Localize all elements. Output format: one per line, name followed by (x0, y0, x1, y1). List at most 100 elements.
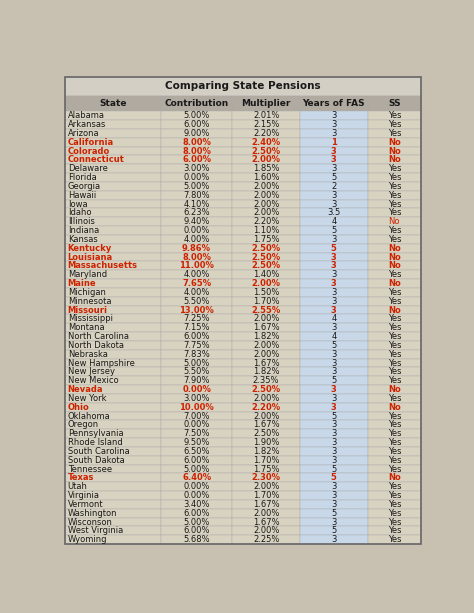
FancyBboxPatch shape (65, 429, 161, 438)
FancyBboxPatch shape (65, 120, 161, 129)
Text: 7.00%: 7.00% (183, 411, 210, 421)
FancyBboxPatch shape (161, 270, 232, 279)
FancyBboxPatch shape (161, 244, 232, 253)
FancyBboxPatch shape (368, 182, 421, 191)
Text: 0.00%: 0.00% (183, 173, 210, 182)
Text: 0.00%: 0.00% (182, 385, 211, 394)
FancyBboxPatch shape (368, 500, 421, 509)
FancyBboxPatch shape (300, 367, 368, 376)
FancyBboxPatch shape (65, 421, 161, 429)
FancyBboxPatch shape (65, 218, 161, 226)
FancyBboxPatch shape (300, 323, 368, 332)
FancyBboxPatch shape (161, 306, 232, 314)
Text: Yes: Yes (388, 111, 401, 120)
Text: Yes: Yes (388, 527, 401, 535)
FancyBboxPatch shape (161, 182, 232, 191)
Text: 2.30%: 2.30% (252, 473, 281, 482)
FancyBboxPatch shape (161, 164, 232, 173)
FancyBboxPatch shape (232, 314, 300, 323)
Text: 5: 5 (331, 411, 337, 421)
Text: 1.67%: 1.67% (253, 421, 279, 429)
FancyBboxPatch shape (232, 517, 300, 527)
Text: Yes: Yes (388, 129, 401, 138)
FancyBboxPatch shape (65, 306, 161, 314)
Text: 3: 3 (331, 455, 337, 465)
Text: Washington: Washington (68, 509, 117, 518)
FancyBboxPatch shape (368, 96, 421, 112)
FancyBboxPatch shape (368, 403, 421, 412)
FancyBboxPatch shape (300, 226, 368, 235)
FancyBboxPatch shape (300, 235, 368, 244)
Text: Yes: Yes (388, 120, 401, 129)
Text: No: No (388, 156, 401, 164)
FancyBboxPatch shape (65, 279, 161, 288)
FancyBboxPatch shape (232, 129, 300, 138)
FancyBboxPatch shape (65, 412, 161, 421)
FancyBboxPatch shape (161, 235, 232, 244)
FancyBboxPatch shape (65, 385, 161, 394)
Text: Yes: Yes (388, 482, 401, 491)
Text: 1.82%: 1.82% (253, 332, 279, 341)
Text: No: No (388, 279, 401, 288)
FancyBboxPatch shape (368, 218, 421, 226)
FancyBboxPatch shape (368, 120, 421, 129)
FancyBboxPatch shape (368, 112, 421, 120)
FancyBboxPatch shape (232, 226, 300, 235)
FancyBboxPatch shape (65, 438, 161, 447)
Text: Yes: Yes (388, 455, 401, 465)
FancyBboxPatch shape (65, 482, 161, 491)
Text: 1.10%: 1.10% (253, 226, 279, 235)
Text: North Carolina: North Carolina (68, 332, 129, 341)
Text: Indiana: Indiana (68, 226, 99, 235)
FancyBboxPatch shape (368, 385, 421, 394)
FancyBboxPatch shape (300, 527, 368, 535)
Text: Yes: Yes (388, 517, 401, 527)
FancyBboxPatch shape (65, 350, 161, 359)
Text: North Dakota: North Dakota (68, 341, 124, 350)
Text: 2.15%: 2.15% (253, 120, 279, 129)
FancyBboxPatch shape (65, 323, 161, 332)
FancyBboxPatch shape (232, 332, 300, 341)
FancyBboxPatch shape (65, 403, 161, 412)
Text: 2.35%: 2.35% (253, 376, 279, 385)
FancyBboxPatch shape (65, 262, 161, 270)
FancyBboxPatch shape (65, 491, 161, 500)
FancyBboxPatch shape (368, 341, 421, 350)
Text: 3: 3 (331, 447, 337, 456)
Text: 2.00%: 2.00% (253, 182, 279, 191)
FancyBboxPatch shape (65, 527, 161, 535)
Text: Wisconson: Wisconson (68, 517, 112, 527)
Text: 6.00%: 6.00% (183, 455, 210, 465)
Text: 0.00%: 0.00% (183, 226, 210, 235)
FancyBboxPatch shape (300, 120, 368, 129)
FancyBboxPatch shape (65, 173, 161, 182)
FancyBboxPatch shape (300, 218, 368, 226)
Text: 1.40%: 1.40% (253, 270, 279, 280)
Text: 6.00%: 6.00% (183, 120, 210, 129)
FancyBboxPatch shape (368, 323, 421, 332)
FancyBboxPatch shape (65, 235, 161, 244)
FancyBboxPatch shape (161, 173, 232, 182)
FancyBboxPatch shape (368, 412, 421, 421)
FancyBboxPatch shape (232, 350, 300, 359)
Text: 3: 3 (331, 491, 337, 500)
FancyBboxPatch shape (232, 218, 300, 226)
Text: No: No (388, 473, 401, 482)
Text: Yes: Yes (388, 491, 401, 500)
Text: Yes: Yes (388, 191, 401, 200)
FancyBboxPatch shape (65, 394, 161, 403)
FancyBboxPatch shape (161, 297, 232, 306)
Text: 3: 3 (331, 359, 337, 368)
Text: Georgia: Georgia (68, 182, 101, 191)
Text: Yes: Yes (388, 226, 401, 235)
FancyBboxPatch shape (368, 297, 421, 306)
FancyBboxPatch shape (300, 129, 368, 138)
Text: Yes: Yes (388, 332, 401, 341)
FancyBboxPatch shape (300, 500, 368, 509)
FancyBboxPatch shape (368, 191, 421, 200)
Text: New Hampshire: New Hampshire (68, 359, 135, 368)
Text: 2.25%: 2.25% (253, 535, 279, 544)
Text: Years of FAS: Years of FAS (302, 99, 365, 108)
Text: 3: 3 (331, 235, 337, 244)
FancyBboxPatch shape (232, 438, 300, 447)
